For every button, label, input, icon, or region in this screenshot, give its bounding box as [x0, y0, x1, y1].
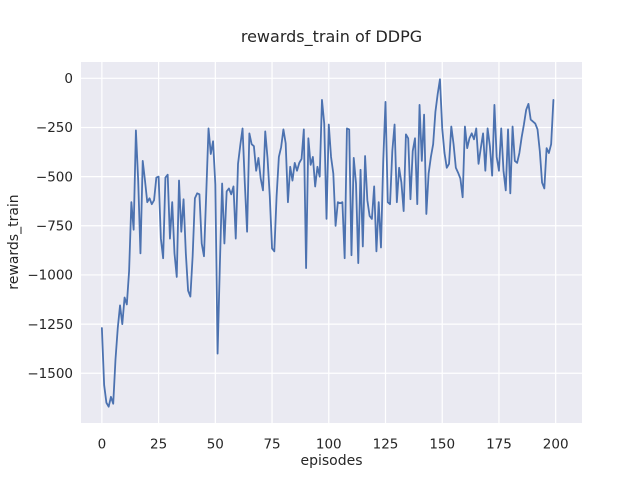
y-tick-label: −1500 [27, 366, 73, 382]
x-axis-label: episodes [300, 453, 363, 469]
y-tick-label: −750 [36, 218, 73, 234]
x-tick-label: 125 [373, 437, 399, 453]
chart-title: rewards_train of DDPG [240, 27, 423, 46]
x-tick-label: 175 [486, 437, 512, 453]
y-tick-label: 0 [64, 71, 73, 87]
x-tick-label: 100 [316, 437, 342, 453]
series-line [100, 78, 555, 408]
y-tick-label: −1250 [27, 317, 73, 333]
x-tick-label: 150 [429, 437, 455, 453]
plot-area [81, 62, 582, 423]
x-tick-label: 75 [263, 437, 280, 453]
x-tick-label: 50 [207, 437, 224, 453]
x-tick-label: 200 [543, 437, 569, 453]
y-tick-label: −1000 [27, 268, 73, 284]
x-tick-label: 0 [98, 437, 107, 453]
y-axis-label: rewards_train [6, 194, 22, 290]
y-tick-label: −500 [36, 169, 73, 185]
y-tick-label: −250 [36, 120, 73, 136]
x-tick-label: 25 [150, 437, 167, 453]
